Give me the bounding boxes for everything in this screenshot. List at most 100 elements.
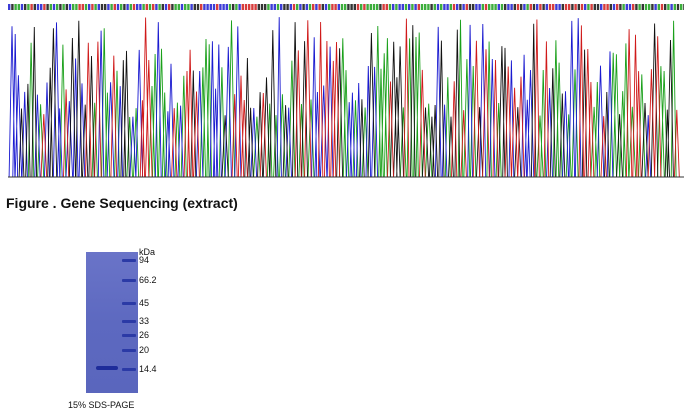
- base-call: [238, 4, 241, 10]
- base-call: [436, 4, 440, 10]
- base-call: [251, 4, 254, 10]
- base-call: [443, 4, 446, 10]
- marker-label: 94: [139, 255, 150, 265]
- base-call: [376, 4, 379, 10]
- base-call: [11, 4, 14, 10]
- base-call: [193, 4, 196, 10]
- base-call: [360, 4, 363, 10]
- base-call: [139, 4, 142, 10]
- trace-c: [8, 17, 652, 178]
- trace-a: [27, 19, 677, 178]
- base-call: [494, 4, 497, 10]
- base-call: [24, 4, 27, 10]
- marker-band: [122, 368, 136, 371]
- base-call: [113, 4, 116, 10]
- base-call: [504, 4, 507, 10]
- base-call: [395, 4, 398, 10]
- base-call: [392, 4, 395, 10]
- base-call: [27, 4, 30, 10]
- base-call: [408, 4, 411, 10]
- base-call: [600, 4, 603, 10]
- base-call: [424, 4, 427, 10]
- base-call: [94, 4, 97, 10]
- base-call: [78, 4, 81, 10]
- base-call: [110, 4, 113, 10]
- figure-caption: Figure . Gene Sequencing (extract): [6, 195, 238, 211]
- base-call: [276, 4, 280, 10]
- marker-label: 14.4: [139, 364, 157, 374]
- base-call: [683, 4, 684, 10]
- base-call: [40, 4, 43, 10]
- base-call: [75, 4, 78, 10]
- base-call: [430, 4, 433, 10]
- base-call: [622, 4, 625, 10]
- base-call: [449, 4, 452, 10]
- base-call: [561, 4, 564, 10]
- base-call: [260, 4, 264, 10]
- base-call: [456, 4, 459, 10]
- base-call: [606, 4, 609, 10]
- base-call: [337, 4, 340, 10]
- base-call: [555, 4, 558, 10]
- base-call: [65, 4, 68, 10]
- base-call: [68, 4, 72, 10]
- base-call: [177, 4, 180, 10]
- base-call: [46, 4, 49, 10]
- marker-band: [122, 319, 136, 323]
- base-call: [200, 4, 203, 10]
- base-call: [59, 4, 62, 10]
- base-call: [235, 4, 238, 10]
- base-call: [401, 4, 404, 10]
- base-call: [427, 4, 430, 10]
- base-call: [142, 4, 145, 10]
- base-call: [225, 4, 228, 10]
- base-call: [475, 4, 478, 10]
- base-call: [56, 4, 59, 10]
- base-call: [164, 4, 168, 10]
- base-call: [152, 4, 155, 10]
- base-call: [264, 4, 267, 10]
- base-call: [168, 4, 171, 10]
- base-call: [120, 4, 123, 10]
- base-call: [216, 4, 219, 10]
- base-call: [321, 4, 324, 10]
- base-call: [126, 4, 129, 10]
- base-call: [232, 4, 235, 10]
- base-call: [363, 4, 366, 10]
- base-call: [296, 4, 299, 10]
- base-call: [174, 4, 177, 10]
- base-call: [184, 4, 187, 10]
- base-call: [43, 4, 46, 10]
- base-call: [340, 4, 344, 10]
- marker-band: [122, 301, 136, 305]
- base-call: [628, 4, 632, 10]
- base-call: [558, 4, 561, 10]
- sample-band: [96, 365, 118, 370]
- base-call: [577, 4, 580, 10]
- base-call: [414, 4, 417, 10]
- sequencing-chromatogram: [8, 3, 684, 179]
- base-call: [190, 4, 193, 10]
- base-call: [324, 4, 328, 10]
- base-call: [180, 4, 184, 10]
- base-call: [420, 4, 424, 10]
- base-call: [270, 4, 273, 10]
- base-call: [366, 4, 369, 10]
- base-call: [379, 4, 382, 10]
- base-call: [286, 4, 289, 10]
- base-call: [596, 4, 600, 10]
- base-call: [132, 4, 136, 10]
- base-call: [609, 4, 612, 10]
- base-call: [129, 4, 132, 10]
- base-call: [593, 4, 596, 10]
- base-call: [516, 4, 520, 10]
- base-call: [350, 4, 353, 10]
- base-call: [123, 4, 126, 10]
- marker-band: [122, 279, 136, 283]
- base-call: [305, 4, 308, 10]
- base-call: [571, 4, 574, 10]
- base-call: [30, 4, 33, 10]
- base-call: [404, 4, 408, 10]
- base-call: [328, 4, 331, 10]
- base-call: [17, 4, 20, 10]
